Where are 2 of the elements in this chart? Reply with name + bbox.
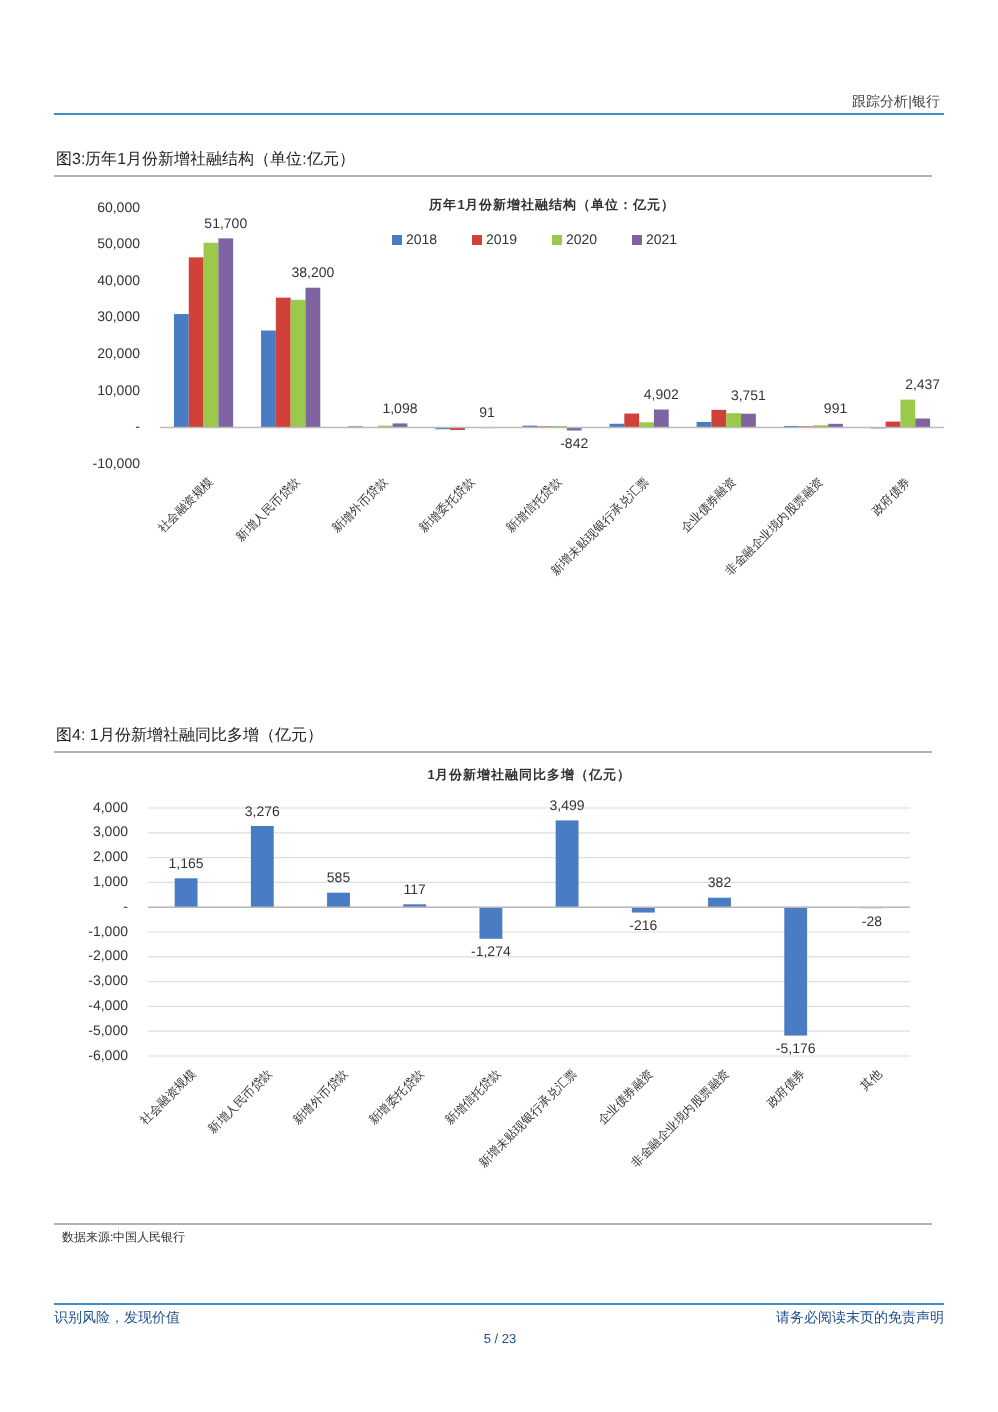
chart-title: 图4: 1月份新增社融同比多增（亿元）: [56, 726, 323, 745]
chart-title: 图3:历年1月份新增社融结构（单位:亿元）: [56, 150, 355, 169]
